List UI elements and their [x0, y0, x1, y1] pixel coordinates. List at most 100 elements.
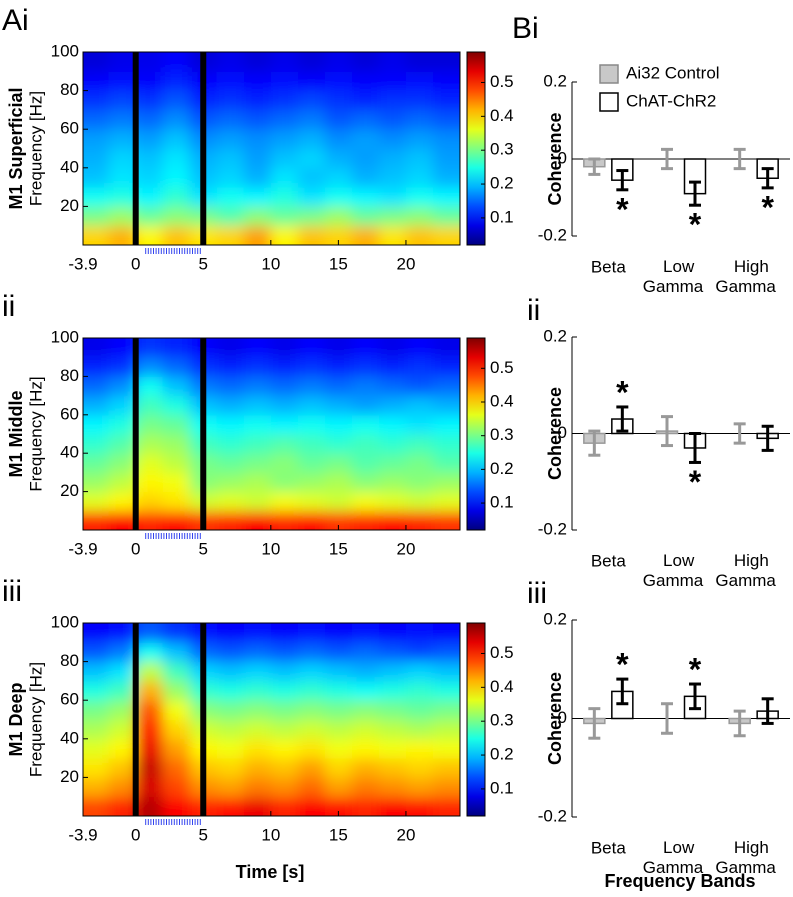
significance-star: *	[616, 374, 629, 410]
heat-cell	[108, 187, 137, 207]
colorbar-tick-label: 0.2	[490, 745, 514, 764]
heat-cell	[378, 187, 407, 207]
heat-cell	[324, 338, 353, 358]
y-axis-label: Frequency [Hz]	[26, 91, 45, 206]
heat-cell	[405, 796, 434, 816]
heat-cell	[216, 206, 245, 227]
heat-cell	[297, 225, 326, 245]
heat-cell	[83, 777, 110, 798]
x-tick-label: 15	[329, 539, 348, 558]
heat-cell	[432, 642, 460, 663]
heat-cell	[378, 623, 407, 643]
heat-cell	[351, 225, 380, 245]
stimulus-line	[132, 52, 139, 245]
heat-cell	[243, 90, 272, 111]
heat-cell	[270, 758, 299, 778]
heat-cell	[270, 206, 299, 227]
heat-cell	[108, 71, 137, 92]
heat-cell	[83, 738, 110, 759]
y-axis-label: Coherence	[545, 387, 565, 480]
heat-cell	[297, 52, 326, 72]
heat-cell	[83, 680, 110, 701]
heat-cell	[243, 719, 272, 740]
heat-cell	[135, 700, 164, 720]
heat-cell	[162, 395, 191, 416]
heat-cell	[378, 395, 407, 416]
heat-cell	[108, 700, 137, 720]
heat-cell	[108, 52, 137, 72]
heat-cell	[162, 700, 191, 720]
heat-cell	[432, 796, 460, 816]
x-tick-label: -3.9	[68, 254, 97, 273]
heat-cell	[83, 510, 110, 530]
x-tick-label: Beta	[591, 551, 627, 570]
heat-cell	[162, 796, 191, 816]
error-bar	[689, 682, 701, 711]
heat-cell	[243, 680, 272, 701]
heat-cell	[324, 357, 353, 377]
heatmap-cells	[83, 623, 460, 816]
heat-cell	[216, 395, 245, 416]
heat-cell	[216, 225, 245, 245]
x-tick-label: 5	[199, 825, 208, 844]
heat-cell	[297, 738, 326, 759]
heat-cell	[216, 758, 245, 778]
heat-cell	[162, 109, 191, 130]
heat-cell	[135, 357, 164, 377]
heat-cell	[162, 52, 191, 72]
heat-cell	[405, 148, 434, 169]
heat-cell	[324, 491, 353, 512]
heat-cell	[324, 395, 353, 416]
heat-cell	[324, 167, 353, 188]
heat-cell	[432, 719, 460, 740]
heat-cell	[432, 472, 460, 493]
heat-cell	[432, 453, 460, 473]
heat-cell	[108, 376, 137, 397]
y-tick-label: 80	[60, 366, 79, 385]
heat-cell	[83, 434, 110, 454]
heat-cell	[243, 357, 272, 377]
heat-cell	[162, 71, 191, 92]
significance-star: *	[616, 647, 629, 683]
heat-cell	[324, 206, 353, 227]
heat-cell	[243, 187, 272, 207]
heat-cell	[135, 338, 164, 358]
heat-cell	[216, 453, 245, 473]
heat-cell	[216, 796, 245, 816]
heat-cell	[432, 623, 460, 643]
error-bar	[661, 702, 673, 735]
heat-cell	[216, 109, 245, 130]
stimulus-line	[200, 623, 207, 816]
heat-cell	[108, 338, 137, 358]
heat-cell	[83, 109, 110, 130]
heat-cell	[162, 357, 191, 377]
significance-star: *	[689, 207, 702, 243]
heat-cell	[135, 129, 164, 149]
heat-cell	[270, 510, 299, 530]
heat-cell	[405, 109, 434, 130]
heat-cell	[216, 738, 245, 759]
y-tick-label: -0.2	[538, 806, 567, 825]
heat-cell	[83, 338, 110, 358]
heat-cell	[270, 623, 299, 643]
heatmap	[83, 623, 460, 816]
heat-cell	[378, 472, 407, 493]
heat-cell	[83, 719, 110, 740]
heat-cell	[324, 52, 353, 72]
heat-cell	[351, 758, 380, 778]
heat-cell	[270, 796, 299, 816]
heat-cell	[270, 225, 299, 245]
heat-cell	[216, 491, 245, 512]
colorbar-tick-label: 0.4	[490, 677, 514, 696]
heat-cell	[162, 167, 191, 188]
heat-cell	[324, 719, 353, 740]
colorbar-tick-label: 0.1	[490, 778, 514, 797]
heat-cell	[216, 90, 245, 111]
heat-cell	[162, 642, 191, 663]
heat-cell	[405, 472, 434, 493]
heat-cell	[405, 491, 434, 512]
heat-cell	[108, 129, 137, 149]
heatmap	[83, 52, 460, 245]
heat-cell	[243, 738, 272, 759]
heat-cell	[270, 700, 299, 720]
